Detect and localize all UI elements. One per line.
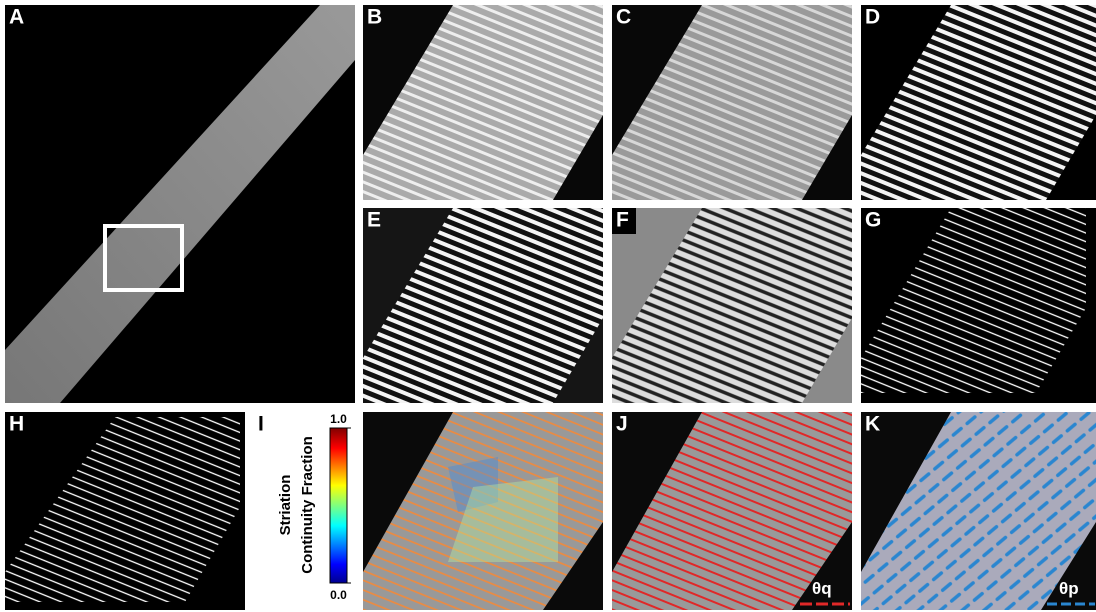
panel-e: E bbox=[363, 208, 603, 403]
panel-f: F bbox=[612, 208, 852, 403]
panel-overlay bbox=[363, 412, 603, 610]
panel-label: B bbox=[367, 5, 382, 28]
colorbar-label: Striation bbox=[277, 475, 294, 536]
panel-label: F bbox=[616, 208, 629, 231]
annotation: θq bbox=[812, 579, 832, 598]
panel-c: C bbox=[612, 5, 852, 200]
panel-label: C bbox=[616, 5, 631, 28]
colorbar-label: Continuity Fraction bbox=[299, 436, 316, 574]
panel-a: A bbox=[5, 5, 355, 403]
colorbar-tick-label: 1.0 bbox=[330, 412, 347, 426]
panel-j: J θq bbox=[612, 412, 852, 610]
panel-label: H bbox=[9, 412, 24, 435]
panel-label: A bbox=[9, 5, 24, 28]
panel-label: D bbox=[865, 5, 880, 28]
panel-label: J bbox=[616, 412, 628, 435]
annotation: θp bbox=[1059, 579, 1079, 598]
panel-h: H bbox=[5, 412, 245, 610]
panel-g: G bbox=[861, 208, 1096, 403]
colorbar-tick-label: 0.0 bbox=[330, 588, 347, 602]
panel-i: I Striation Continuity Fraction 1.0 0.0 bbox=[258, 412, 351, 602]
panel-label: K bbox=[865, 412, 880, 435]
panel-label: G bbox=[865, 208, 881, 231]
panel-b: B bbox=[363, 5, 603, 200]
figure: A B C D E F G H I Striation Continuity F… bbox=[0, 0, 1096, 612]
colorbar bbox=[330, 428, 347, 583]
panel-d: D bbox=[861, 5, 1096, 200]
panel-k: K θp bbox=[861, 412, 1096, 610]
panel-label: E bbox=[367, 208, 381, 231]
panel-label: I bbox=[258, 412, 264, 435]
